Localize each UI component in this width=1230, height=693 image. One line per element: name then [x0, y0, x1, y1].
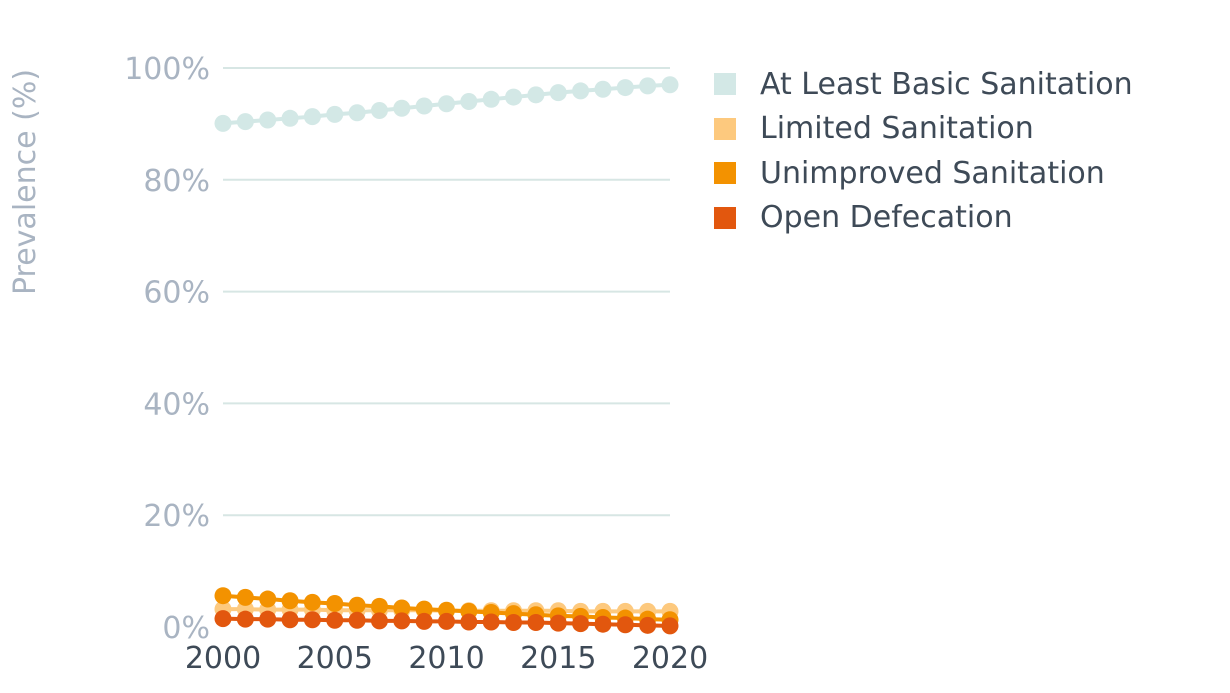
legend-label: Open Defecation	[760, 200, 1013, 236]
data-point[interactable]	[370, 597, 388, 615]
data-point[interactable]	[572, 82, 590, 100]
data-point[interactable]	[661, 76, 679, 94]
y-tick-label: 20%	[143, 499, 210, 534]
series-layer	[214, 76, 679, 635]
data-point[interactable]	[482, 90, 500, 108]
data-point[interactable]	[348, 596, 366, 614]
data-point[interactable]	[214, 610, 232, 628]
data-point[interactable]	[303, 611, 321, 629]
data-point[interactable]	[594, 615, 612, 633]
data-point[interactable]	[438, 95, 455, 113]
legend-label: Limited Sanitation	[760, 111, 1034, 147]
x-tick-label: 2000	[185, 641, 261, 676]
data-point[interactable]	[370, 612, 388, 630]
data-point[interactable]	[214, 587, 232, 605]
data-point[interactable]	[303, 593, 321, 611]
data-point[interactable]	[549, 614, 567, 632]
data-point[interactable]	[460, 93, 478, 111]
data-point[interactable]	[348, 611, 366, 629]
data-point[interactable]	[527, 86, 545, 104]
x-tick-label: 2020	[632, 641, 708, 676]
legend-swatch	[714, 162, 736, 185]
series-open-defecation	[214, 610, 679, 635]
data-point[interactable]	[661, 617, 679, 635]
legend-swatch	[714, 117, 736, 140]
data-point[interactable]	[236, 588, 254, 606]
data-point[interactable]	[639, 77, 657, 95]
data-point[interactable]	[281, 109, 299, 127]
data-point[interactable]	[370, 101, 388, 119]
x-tick-label: 2015	[520, 641, 596, 676]
y-tick-label: 60%	[143, 276, 210, 311]
data-point[interactable]	[616, 79, 634, 97]
data-point[interactable]	[639, 616, 657, 634]
data-point[interactable]	[236, 610, 254, 628]
x-tick-label: 2010	[408, 641, 484, 676]
x-tick-labels: 2000 2005 2010 2015 2020	[185, 641, 708, 676]
data-point[interactable]	[281, 592, 299, 610]
legend-label: Unimproved Sanitation	[760, 155, 1105, 191]
data-point[interactable]	[415, 600, 433, 618]
data-point[interactable]	[616, 616, 634, 634]
data-point[interactable]	[527, 614, 545, 632]
data-point[interactable]	[594, 80, 612, 98]
data-point[interactable]	[505, 88, 523, 106]
data-point[interactable]	[259, 111, 277, 129]
y-tick-label: 80%	[143, 164, 210, 199]
legend-item-open-defecation[interactable]: Open Defecation	[714, 196, 1133, 241]
legend-swatch	[714, 73, 736, 96]
series-at-least-basic-sanitation	[214, 76, 679, 132]
data-point[interactable]	[393, 612, 411, 630]
y-axis-title: Prevalence (%)	[8, 69, 43, 295]
data-point[interactable]	[393, 99, 411, 117]
data-point[interactable]	[393, 599, 411, 617]
data-point[interactable]	[281, 611, 299, 629]
y-tick-label: 100%	[124, 52, 210, 87]
x-tick-label: 2005	[297, 641, 373, 676]
data-point[interactable]	[348, 104, 366, 122]
y-tick-labels: 0% 20% 40% 60% 80% 100%	[124, 52, 210, 646]
legend: At Least Basic Sanitation Limited Sanita…	[714, 62, 1133, 240]
data-point[interactable]	[460, 613, 478, 631]
data-point[interactable]	[438, 612, 455, 630]
data-point[interactable]	[259, 590, 277, 608]
legend-label: At Least Basic Sanitation	[760, 66, 1133, 102]
data-point[interactable]	[236, 113, 254, 131]
data-point[interactable]	[549, 84, 567, 102]
y-tick-label: 0%	[162, 611, 210, 646]
data-point[interactable]	[415, 612, 433, 630]
data-point[interactable]	[415, 97, 433, 115]
data-point[interactable]	[326, 611, 344, 629]
data-point[interactable]	[482, 613, 500, 631]
data-point[interactable]	[572, 615, 590, 633]
legend-swatch	[714, 206, 736, 229]
y-tick-label: 40%	[143, 387, 210, 422]
data-point[interactable]	[505, 614, 523, 632]
data-point[interactable]	[259, 610, 277, 628]
data-point[interactable]	[214, 114, 232, 132]
data-point[interactable]	[326, 595, 344, 613]
legend-item-at-least-basic[interactable]: At Least Basic Sanitation	[714, 62, 1133, 107]
data-point[interactable]	[303, 108, 321, 126]
legend-item-unimproved[interactable]: Unimproved Sanitation	[714, 151, 1133, 196]
data-point[interactable]	[326, 105, 344, 123]
gridlines	[223, 67, 670, 517]
legend-item-limited[interactable]: Limited Sanitation	[714, 107, 1133, 152]
